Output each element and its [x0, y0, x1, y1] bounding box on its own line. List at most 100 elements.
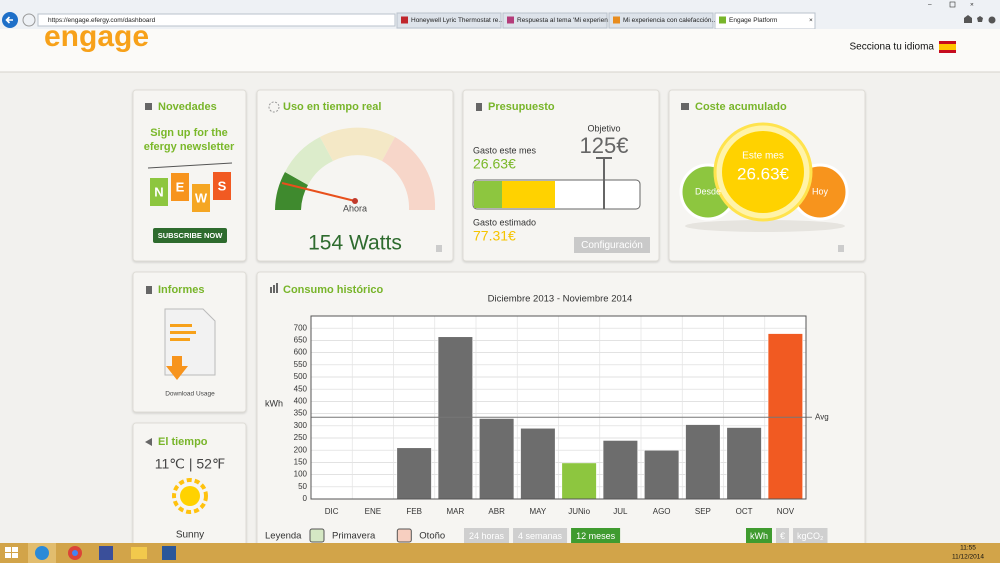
config-button[interactable] [574, 237, 650, 253]
x-tick-label: ENE [365, 507, 381, 516]
card [256, 89, 454, 262]
month-circle [722, 131, 804, 213]
unit-button[interactable] [793, 528, 828, 544]
address-bar[interactable] [37, 13, 396, 27]
y-tick-label: 700 [294, 323, 308, 332]
site-header [0, 29, 1000, 72]
tab-close[interactable]: × [809, 17, 813, 24]
temperature: 11℃ | 52℉ [155, 456, 226, 472]
card-icon [681, 103, 689, 110]
range-label: 12 meses [576, 531, 616, 541]
y-tick-label: 400 [294, 397, 308, 406]
legend-swatch [396, 528, 412, 543]
x-tick-label: MAY [530, 507, 547, 516]
newsletter-line: efergy newsletter [144, 141, 235, 153]
gauge-segment [275, 172, 308, 210]
bar [643, 449, 680, 500]
unit-button[interactable] [776, 528, 790, 544]
unit-button[interactable] [746, 528, 772, 544]
range-button[interactable] [464, 528, 510, 544]
tab-icon [613, 16, 620, 24]
card-title: Coste acumulado [695, 101, 787, 113]
subscribe-label: SUBSCRIBE NOW [158, 231, 224, 240]
sun-rays [172, 478, 208, 514]
tab-title: Honeywell Lyric Thermostat re... [411, 17, 504, 24]
language-label[interactable]: Secciona tu idioma [850, 42, 935, 53]
gauge-segment [382, 137, 436, 210]
forward-button[interactable] [22, 13, 36, 27]
target-label: Objetivo [587, 123, 620, 133]
info-icon[interactable] [838, 245, 844, 252]
x-tick-label: SEP [695, 507, 711, 516]
explorer-icon[interactable] [131, 547, 147, 559]
range-button[interactable] [513, 528, 568, 544]
download-link[interactable]: Download Usage [165, 391, 215, 398]
tab-icon [401, 16, 408, 24]
window-close[interactable]: × [970, 2, 974, 9]
x-tick-label: AGO [653, 507, 671, 516]
bar [602, 440, 638, 500]
plot-frame [310, 315, 807, 500]
sun [180, 486, 200, 506]
app-icon[interactable] [99, 546, 113, 560]
x-tick-label: OCT [736, 507, 753, 516]
legend-label: Otoño [419, 531, 445, 542]
tab[interactable] [502, 12, 608, 29]
gauge-hub [352, 198, 358, 204]
chart: 0 50 100 150 200 250 300 350 400 450 500 550 600 650 7… [294, 316, 829, 516]
tab-icon [507, 16, 514, 24]
legend-label: Primavera [332, 531, 376, 542]
window-max[interactable] [949, 1, 956, 8]
doc-line [170, 331, 196, 334]
start-tile [5, 553, 11, 558]
tab[interactable] [608, 12, 714, 29]
clock-date: 11/12/2014 [952, 554, 984, 561]
ie-icon [35, 546, 49, 560]
url: https://engage.efergy.com/dashboard [48, 17, 156, 24]
month-label: Este mes [742, 151, 784, 162]
card-icon [268, 101, 280, 113]
doc-line [170, 324, 192, 327]
budget-estimate [502, 181, 555, 208]
tab-title: Engage Platform [729, 17, 777, 24]
tag-letter: N [154, 184, 163, 199]
range-label: 4 semanas [518, 531, 563, 541]
settings-icon[interactable] [988, 16, 996, 24]
info-icon[interactable] [436, 245, 442, 252]
unit-label: € [780, 531, 785, 541]
y-tick-label: 300 [294, 421, 308, 430]
tag-letter: E [176, 179, 185, 194]
bar [478, 418, 515, 500]
start-button[interactable] [5, 547, 11, 552]
doc-line [170, 338, 190, 341]
favorites-icon[interactable] [977, 16, 983, 22]
tab-title: Respuesta al tema 'Mi experien... [517, 17, 613, 24]
y-tick-label: 100 [294, 470, 308, 479]
start-tile [12, 547, 18, 552]
home-icon[interactable] [964, 15, 972, 23]
window-min[interactable]: – [928, 2, 932, 9]
y-tick-label: 450 [294, 384, 308, 393]
taskbar [0, 543, 1000, 563]
bar [726, 427, 762, 500]
tag-letter: W [195, 190, 208, 205]
subscribe-button[interactable] [153, 228, 227, 243]
estimate-label: Gasto estimado [473, 217, 536, 227]
since-label: Desde [695, 186, 721, 196]
tag-letter: S [218, 178, 227, 193]
tab-icon [719, 16, 726, 24]
word-icon[interactable] [162, 546, 176, 560]
tab[interactable] [396, 12, 502, 29]
y-tick-label: 50 [298, 482, 307, 491]
unit-label: kgCO₂ [797, 531, 824, 541]
y-tick-label: 350 [294, 409, 308, 418]
gauge-segment [320, 127, 395, 161]
range-button[interactable] [571, 528, 621, 544]
card-title: Consumo histórico [283, 284, 384, 296]
y-tick-label: 150 [294, 458, 308, 467]
logo[interactable]: engage [44, 20, 149, 53]
legend-swatch [309, 528, 325, 543]
target: 125€ [580, 133, 629, 158]
